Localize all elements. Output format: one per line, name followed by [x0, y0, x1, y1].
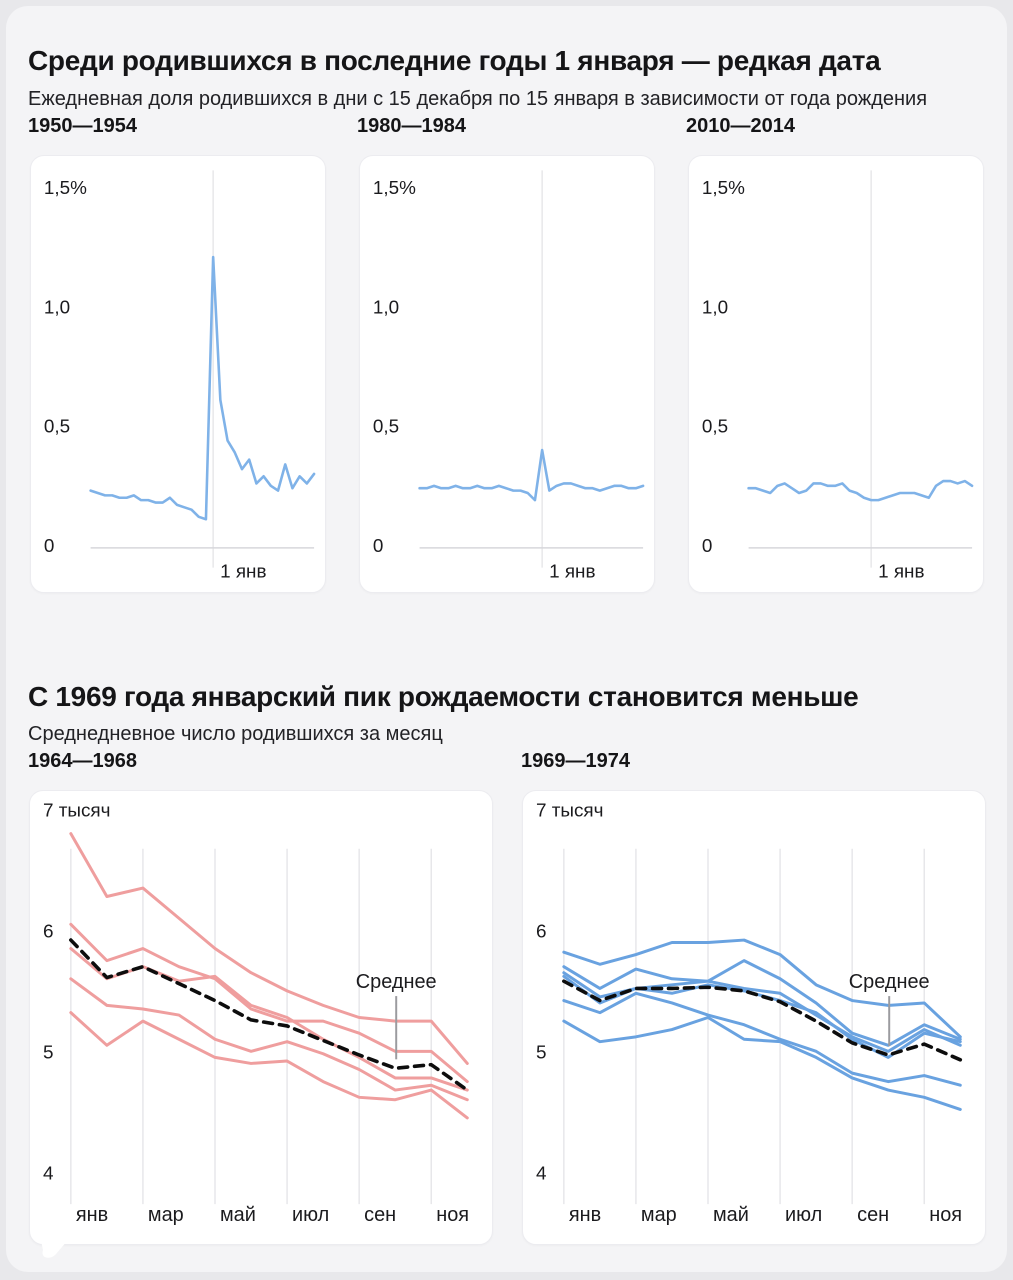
y-tick-label: 6 — [536, 921, 547, 942]
bubble-tail-icon — [38, 1226, 80, 1258]
year-series-line-1971 — [562, 965, 962, 1053]
month-label: ноя — [436, 1204, 469, 1226]
month-label: ноя — [929, 1204, 962, 1226]
year-series-line-1974 — [562, 1015, 962, 1111]
y-tick-label: 1,5% — [373, 177, 416, 198]
month-label: май — [220, 1204, 256, 1226]
chart-title-1964-1968: 1964—1968 — [28, 750, 137, 772]
monthly-births-chart-1969-1974: 7 тысяч 6 5 4 янв мар май июл сен ноя Среднее — [536, 800, 963, 1226]
month-label: июл — [785, 1204, 822, 1226]
x-tick-label: 1 янв — [878, 561, 924, 582]
month-label: сен — [857, 1204, 889, 1226]
y-tick-label: 4 — [536, 1163, 547, 1184]
chart-card-1980-1984: 1,5% 1,0 0,5 0 1 янв — [359, 155, 655, 593]
month-label: май — [713, 1204, 749, 1226]
daily-share-line — [747, 479, 974, 502]
chart-title-1980-1984: 1980—1984 — [357, 115, 466, 137]
month-label: мар — [148, 1204, 184, 1226]
section-daily-subtitle: Ежедневная доля родившихся в дни с 15 де… — [28, 88, 928, 110]
chart-title-1969-1974: 1969—1974 — [521, 750, 630, 772]
chart-card-1969-1974: 7 тысяч 6 5 4 янв мар май июл сен ноя Среднее — [522, 790, 986, 1245]
daily-share-line — [89, 255, 316, 521]
y-tick-label: 5 — [43, 1042, 54, 1063]
month-label: янв — [76, 1204, 108, 1226]
chart-title-2010-2014: 2010—2014 — [686, 115, 795, 137]
year-series-line-1968 — [69, 1011, 469, 1120]
year-series-line-1973 — [562, 991, 962, 1087]
section-monthly-title: С 1969 года январский пик рождаемости ст… — [28, 680, 859, 712]
month-label: июл — [292, 1204, 329, 1226]
average-line — [69, 938, 470, 1092]
month-label: сен — [364, 1204, 396, 1226]
year-series-line-1967 — [69, 977, 469, 1102]
y-tick-label: 1,0 — [373, 296, 399, 317]
y-tick-label: 1,0 — [702, 296, 728, 317]
daily-share-chart-1950-1954: 1,5% 1,0 0,5 0 1 янв — [44, 170, 316, 582]
y-tick-label: 1,5% — [44, 177, 87, 198]
x-tick-label: 1 янв — [549, 561, 595, 582]
year-series-line-1970 — [562, 938, 962, 1039]
y-tick-label: 4 — [43, 1163, 54, 1184]
y-tick-label: 0,5 — [702, 416, 728, 437]
y-tick-label: 0 — [702, 535, 713, 556]
y-tick-label: 1,0 — [44, 296, 70, 317]
y-tick-label: 0,5 — [373, 416, 399, 437]
daily-share-line — [418, 448, 645, 502]
year-series-line-1966 — [69, 947, 469, 1092]
chart-card-2010-2014: 1,5% 1,0 0,5 0 1 янв — [688, 155, 984, 593]
y-tick-label: 5 — [536, 1042, 547, 1063]
monthly-births-chart-1964-1968: 7 тысяч 6 5 4 янв мар май июл сен ноя Среднее — [43, 800, 470, 1226]
y-tick-label: 0 — [373, 535, 384, 556]
average-annotation-label: Среднее — [849, 971, 930, 993]
y-tick-label: 7 тысяч — [536, 800, 604, 821]
daily-share-chart-2010-2014: 1,5% 1,0 0,5 0 1 янв — [702, 170, 974, 582]
average-line — [562, 979, 963, 1062]
y-tick-label: 0,5 — [44, 416, 70, 437]
chart-card-1950-1954: 1,5% 1,0 0,5 0 1 янв — [30, 155, 326, 593]
chart-card-1964-1968: 7 тысяч 6 5 4 янв мар май июл сен ноя Среднее — [29, 790, 493, 1245]
average-annotation-label: Среднее — [356, 971, 437, 993]
y-tick-label: 1,5% — [702, 177, 745, 198]
x-tick-label: 1 янв — [220, 561, 266, 582]
month-label: мар — [641, 1204, 677, 1226]
y-tick-label: 0 — [44, 535, 55, 556]
year-series-line-1965 — [69, 922, 469, 1084]
daily-share-chart-1980-1984: 1,5% 1,0 0,5 0 1 янв — [373, 170, 645, 582]
y-tick-label: 6 — [43, 921, 54, 942]
month-label: янв — [569, 1204, 601, 1226]
chart-title-1950-1954: 1950—1954 — [28, 115, 137, 137]
section-daily-title: Среди родившихся в последние годы 1 янва… — [28, 44, 881, 76]
year-series-line-1964 — [69, 832, 469, 1065]
y-tick-label: 7 тысяч — [43, 800, 111, 821]
section-monthly-subtitle: Среднедневное число родившихся за месяц — [28, 723, 443, 745]
